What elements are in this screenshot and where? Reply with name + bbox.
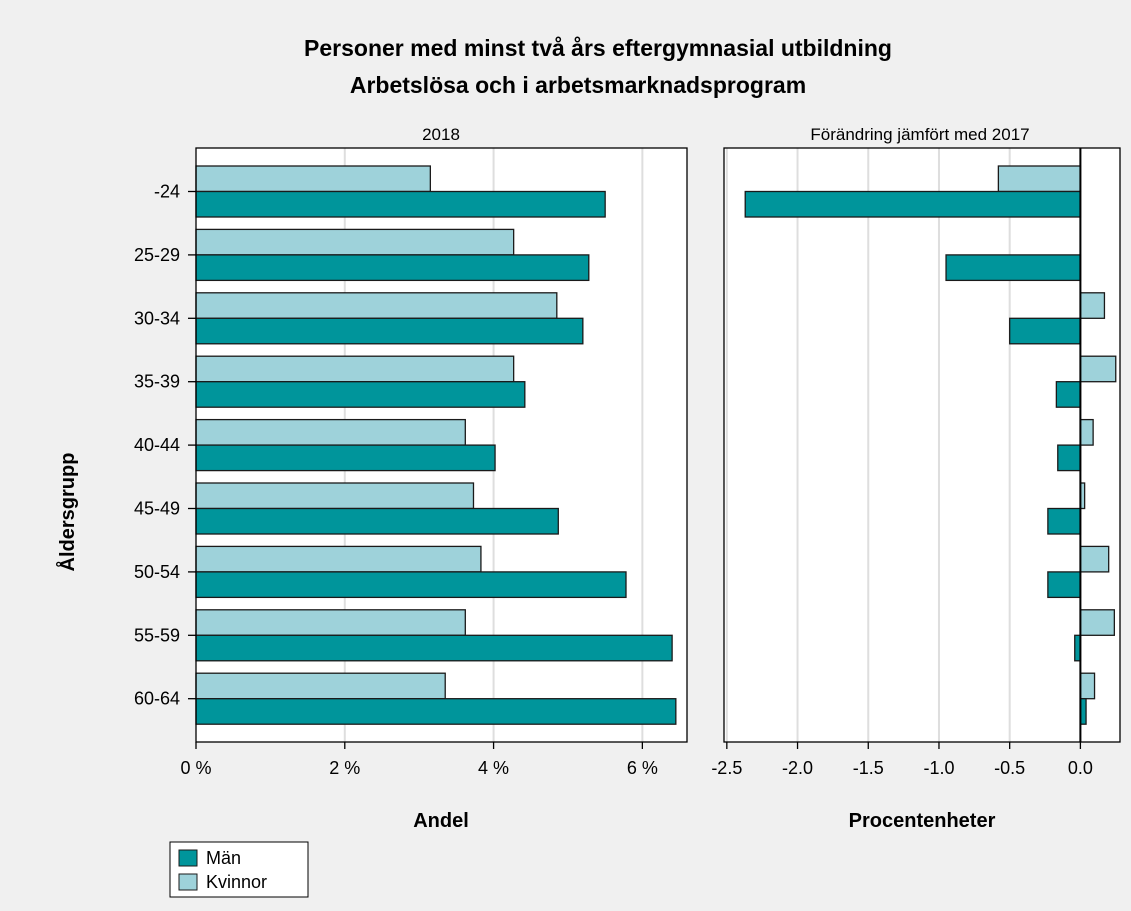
chart-title-line-1: Personer med minst två års eftergymnasia… (304, 35, 892, 61)
bar-man-35-39 (1055, 381, 1082, 408)
bar-man-40-44 (195, 444, 496, 472)
x-tick-label: -1.0 (923, 758, 954, 778)
left-x-axis-label: Andel (413, 810, 469, 832)
y-tick-label-55-59: 55-59 (134, 625, 180, 645)
y-axis: -24 25-29 30-34 35-39 40-44 45-49 50-54 55-59 60… (134, 182, 196, 709)
bar-man-45-49 (1047, 507, 1082, 535)
bar-man-45-49 (195, 507, 559, 535)
bar-kvinnor--24 (997, 165, 1082, 193)
legend-swatch-man (178, 849, 198, 867)
bar-man-30-34 (1009, 317, 1082, 345)
x-tick-label: -2.5 (711, 758, 742, 778)
y-tick-label-50-54: 50-54 (134, 562, 180, 582)
x-tick-label: -2.0 (782, 758, 813, 778)
bar-kvinnor-50-54 (1079, 545, 1110, 573)
bar-man-25-29 (945, 254, 1082, 282)
bar-man-30-34 (195, 317, 584, 345)
y-axis-label: Åldersgrupp (55, 453, 79, 572)
y-tick-label-60-64: 60-64 (134, 689, 180, 709)
bar-kvinnor-40-44 (1079, 418, 1094, 446)
y-tick-label-45-49: 45-49 (134, 499, 180, 519)
bar-man-50-54 (1047, 571, 1082, 599)
x-tick-label: 4 % (478, 758, 509, 778)
left-panel: 0 % 2 % 4 % 6 % (180, 147, 688, 778)
legend-swatch-kvinnor (178, 873, 198, 891)
bar-kvinnor-30-34 (1079, 292, 1106, 319)
legend-label-kvinnor: Kvinnor (206, 872, 267, 892)
bar-man-60-64 (195, 698, 677, 725)
bar-kvinnor-60-64 (1079, 672, 1096, 700)
x-tick-label: -1.5 (853, 758, 884, 778)
bar-kvinnor-50-54 (195, 545, 482, 573)
chart-title-line-2: Arbetslösa och i arbetsmarknadsprogram (350, 72, 806, 98)
plot-area (724, 148, 1120, 742)
bar-man--24 (195, 190, 606, 218)
bar-kvinnor-35-39 (1079, 355, 1117, 383)
bar-kvinnor-30-34 (195, 292, 558, 319)
bar-kvinnor-60-64 (195, 672, 446, 700)
x-tick-label: 0.0 (1068, 758, 1093, 778)
legend-label-man: Män (206, 848, 241, 868)
right-x-axis-label: Procentenheter (849, 810, 996, 832)
x-tick-label: 6 % (627, 758, 658, 778)
bar-man-50-54 (195, 571, 627, 599)
bar-kvinnor-25-29 (195, 228, 515, 256)
x-tick-label: 0 % (180, 758, 211, 778)
bar-kvinnor-55-59 (195, 609, 466, 636)
bar-kvinnor-35-39 (195, 355, 515, 383)
y-tick-label-25-29: 25-29 (134, 245, 180, 265)
y-tick-label-40-44: 40-44 (134, 435, 180, 455)
y-tick-label--24: -24 (154, 182, 180, 202)
y-tick-label-30-34: 30-34 (134, 308, 180, 328)
bar-kvinnor-40-44 (195, 418, 466, 446)
y-tick-label-35-39: 35-39 (134, 372, 180, 392)
bar-kvinnor-55-59 (1079, 609, 1115, 636)
bar-man-40-44 (1057, 444, 1082, 472)
bar-man-55-59 (195, 634, 673, 662)
bar-kvinnor--24 (195, 165, 431, 193)
bar-man--24 (744, 190, 1082, 218)
legend: Män Kvinnor (169, 841, 309, 898)
plot-frame (723, 147, 1121, 743)
x-tick-label: -0.5 (994, 758, 1025, 778)
bar-kvinnor-45-49 (195, 482, 475, 510)
x-tick-label: 2 % (329, 758, 360, 778)
right-panel: -2.5 -2.0 -1.5 -1.0 -0.5 0.0 (711, 147, 1121, 778)
bar-man-25-29 (195, 254, 590, 282)
right-panel-title: Förändring jämfört med 2017 (810, 125, 1029, 144)
left-panel-title: 2018 (422, 125, 460, 144)
bar-man-35-39 (195, 381, 526, 408)
